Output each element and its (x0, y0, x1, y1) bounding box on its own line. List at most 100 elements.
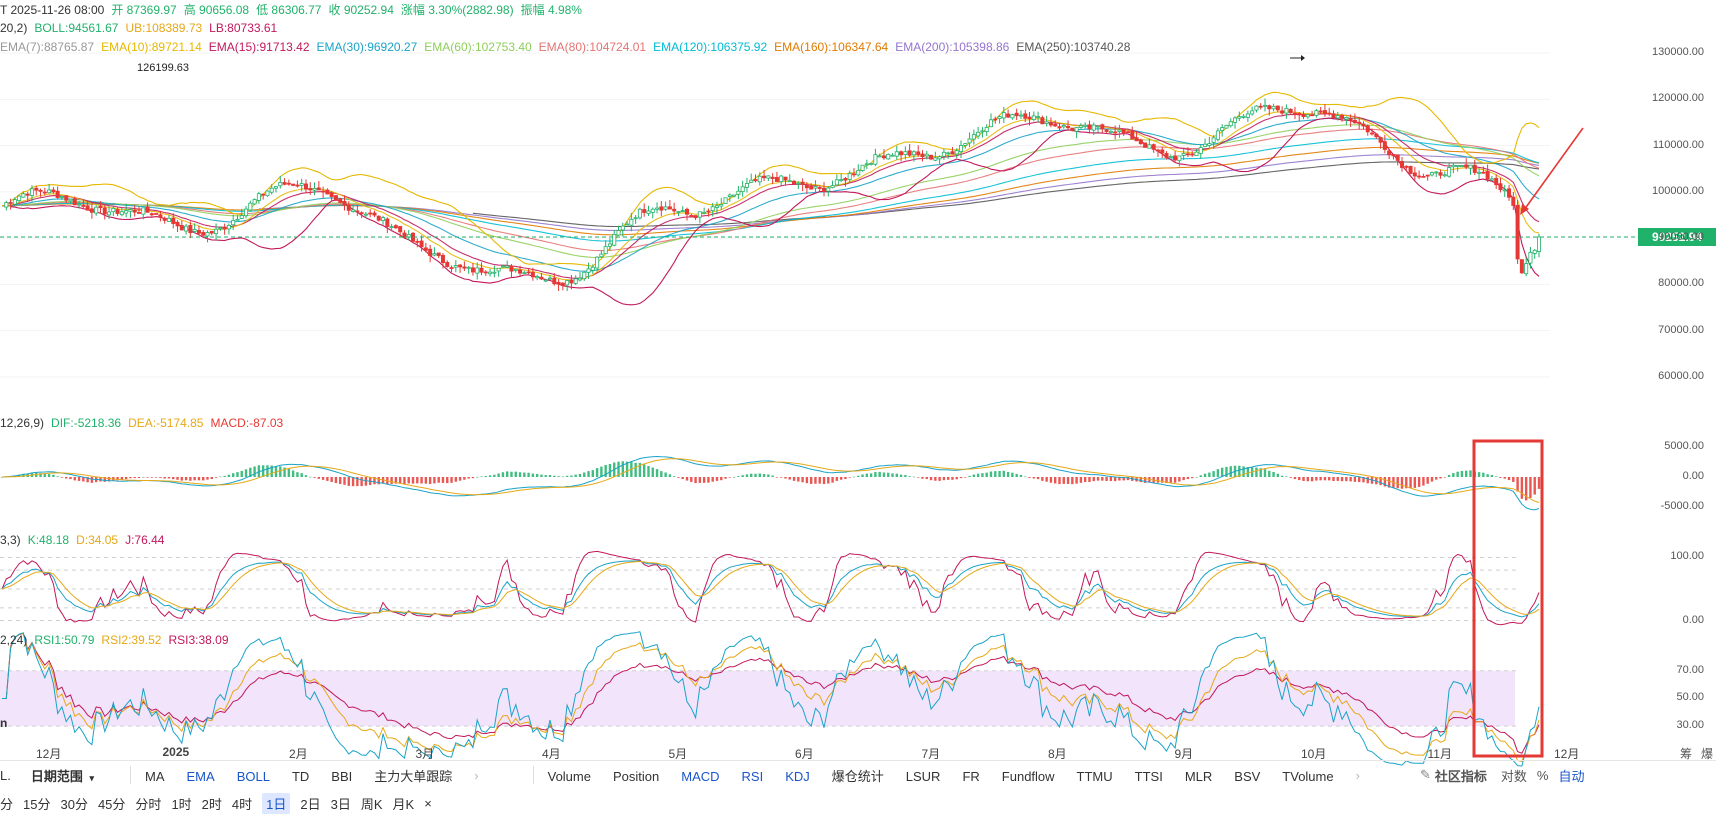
timeframe-3[interactable]: 45分 (97, 796, 126, 812)
percent-scale-toggle[interactable]: % (1536, 767, 1549, 783)
sub-indicator-8[interactable]: Fundflow (1001, 768, 1055, 784)
macd-hist-bar-179 (767, 474, 770, 477)
macd-hist-bar-359 (1537, 477, 1541, 489)
ohlc-value-6: 振幅 4.98% (520, 3, 582, 17)
edit-icon[interactable]: ✎ (1419, 767, 1431, 782)
indicator-toolbar: L. 日期范围 ▾ MA EMA BOLL TD BBI 主力大单跟踪 › Volume P… (0, 760, 1716, 789)
timeframe-9[interactable]: 2日 (300, 796, 321, 812)
timeframe-2[interactable]: 30分 (60, 796, 88, 812)
timeframe-8[interactable]: 1日 (262, 792, 291, 814)
timeframe-5[interactable]: 1时 (171, 796, 192, 812)
macd-hist-bar-195 (835, 477, 839, 481)
x-axis-label-0: 12月 (36, 747, 62, 761)
log-scale-toggle[interactable]: 对数 (1500, 768, 1527, 784)
auto-scale-toggle[interactable]: 自动 (1558, 768, 1585, 784)
sub-indicator-11[interactable]: MLR (1184, 768, 1213, 784)
macd-hist-bar-201 (861, 474, 864, 477)
candle-body-332 (1421, 175, 1426, 178)
timeframe-7[interactable]: 4时 (231, 796, 253, 812)
ema-value-9: EMA(250):103740.28 (1016, 40, 1131, 54)
macd-hist-bar-125 (535, 473, 539, 477)
candle-body-60 (256, 193, 261, 201)
sub-indicator-10[interactable]: TTSI (1134, 768, 1163, 784)
candle-body-273 (1168, 155, 1173, 158)
sub-indicator-12[interactable]: BSV (1234, 768, 1261, 784)
macd-hist-bar-326 (1396, 477, 1399, 489)
main-indicator-1[interactable]: EMA (186, 768, 215, 784)
date-range-dropdown[interactable]: 日期范围 ▾ (31, 766, 94, 785)
macd-hist-bar-170 (728, 477, 732, 478)
candle-body-27 (115, 209, 120, 214)
macd-hist-bar-95 (407, 477, 410, 484)
macd-hist-bar-156 (668, 474, 672, 477)
sub-indicator-6[interactable]: LSUR (905, 768, 941, 784)
candle-body-59 (252, 199, 257, 205)
sub-indicator-13[interactable]: TVolume (1282, 768, 1334, 784)
macd-hist-bar-70 (300, 473, 303, 477)
candle-body-239 (1023, 113, 1028, 119)
sub-indicator-5[interactable]: 爆仓统计 (831, 768, 884, 784)
candle-body-247 (1057, 126, 1062, 129)
macd-hist-bar-118 (505, 471, 509, 477)
candle-body-72 (308, 188, 313, 191)
timeframe-0[interactable]: 分 (0, 796, 14, 812)
main-indicator-0[interactable]: MA (145, 768, 165, 784)
candle-body-195 (834, 179, 839, 186)
rsi-header: 2,24) RSI1:50.79 RSI2:39.52 RSI3:38.09 (0, 633, 236, 647)
candle-body-214 (916, 151, 921, 155)
candle-body-313 (1340, 114, 1345, 119)
right-edge-chou[interactable]: 筹 (1680, 747, 1693, 761)
timeframe-10[interactable]: 3日 (330, 796, 351, 812)
candle-body-80 (342, 201, 347, 206)
sub-indicator-1[interactable]: Position (612, 768, 660, 784)
sub-indicator-0[interactable]: Volume (547, 768, 591, 784)
candle-body-337 (1442, 174, 1447, 177)
main-indicator-4[interactable]: BBI (331, 768, 353, 784)
candle-body-330 (1412, 172, 1417, 177)
more-icon[interactable]: › (1355, 767, 1360, 783)
candle-body-79 (338, 198, 343, 203)
candle-body-208 (890, 154, 895, 157)
sub-indicator-9[interactable]: TTMU (1076, 768, 1113, 784)
macd-hist-bar-311 (1332, 477, 1335, 481)
macd-hist-bar-60 (257, 465, 261, 477)
timeframe-12[interactable]: 月K (392, 796, 415, 812)
candle-body-110 (470, 267, 475, 273)
peak-arrow-head (1301, 55, 1305, 61)
main-indicator-2[interactable]: BOLL (236, 768, 270, 784)
sub-indicator-3[interactable]: RSI (741, 768, 764, 784)
timeframe-11[interactable]: 周K (360, 796, 383, 812)
macd-hist-bar-54 (231, 473, 235, 477)
macd-hist-bar-343 (1469, 470, 1472, 477)
sub-indicator-7[interactable]: FR (962, 768, 980, 784)
candle-body-302 (1292, 112, 1297, 115)
community-indicator-button[interactable]: 社区指标 (1434, 768, 1487, 784)
candle-body-359 (1537, 236, 1542, 252)
timeframe-4[interactable]: 分时 (135, 796, 162, 812)
macd-hist-bar-206 (882, 472, 886, 477)
boll-value-2: UB:108389.73 (125, 21, 203, 35)
more-icon[interactable]: › (474, 767, 479, 783)
timeframe-13[interactable]: × (424, 795, 432, 811)
candle-body-82 (351, 209, 356, 212)
ema-15-line (1, 113, 1540, 279)
candle-body-164 (702, 211, 707, 214)
candle-body-206 (881, 155, 886, 159)
toolbar-left-glyph[interactable]: L. (0, 767, 11, 783)
candle-body-159 (680, 210, 685, 212)
sub-indicator-2[interactable]: MACD (681, 768, 720, 784)
timeframe-6[interactable]: 2时 (201, 796, 222, 812)
right-edge-bao[interactable]: 爆 (1701, 747, 1714, 761)
macd-hist-bar-358 (1533, 477, 1536, 495)
macd-hist-bar-78 (334, 477, 338, 484)
timeframe-1[interactable]: 15分 (23, 796, 51, 812)
candle-body-301 (1288, 108, 1293, 114)
main-indicator-3[interactable]: TD (291, 768, 310, 784)
macd-hist-bar-39 (167, 477, 171, 479)
macd-hist-bar-189 (809, 477, 813, 484)
macd-hist-bar-261 (1118, 477, 1121, 481)
main-indicator-5[interactable]: 主力大单跟踪 (374, 768, 453, 784)
candle-body-205 (877, 155, 882, 158)
sub-indicator-4[interactable]: KDJ (785, 768, 810, 784)
